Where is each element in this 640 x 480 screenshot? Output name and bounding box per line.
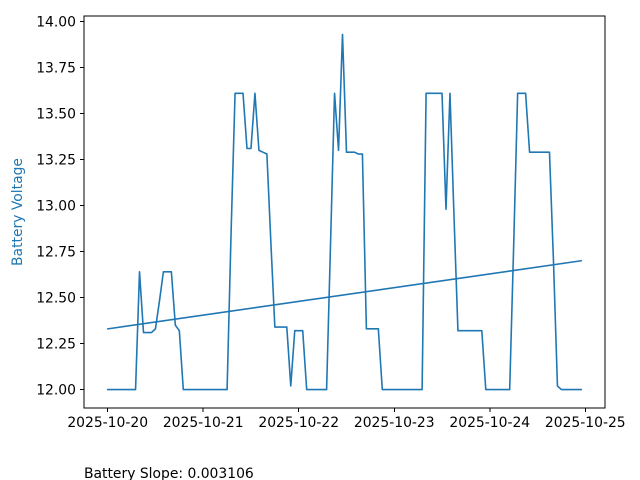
y-tick-label: 12.25 bbox=[36, 337, 76, 353]
y-tick-label: 13.25 bbox=[36, 153, 76, 169]
x-tick-label: 2025-10-25 bbox=[545, 415, 626, 431]
y-tick-label: 14.00 bbox=[36, 15, 76, 31]
y-tick-label: 12.75 bbox=[36, 245, 76, 261]
x-tick-label: 2025-10-22 bbox=[258, 415, 339, 431]
battery-slope-text: Battery Slope: 0.003106 bbox=[84, 466, 254, 480]
y-tick-label: 13.75 bbox=[36, 61, 76, 77]
x-tick-label: 2025-10-24 bbox=[449, 415, 530, 431]
y-axis-label: Battery Voltage bbox=[10, 158, 26, 266]
y-tick-label: 13.00 bbox=[36, 199, 76, 215]
x-tick-label: 2025-10-23 bbox=[354, 415, 435, 431]
plot-frame bbox=[83, 15, 606, 409]
x-tick-label: 2025-10-20 bbox=[67, 415, 148, 431]
y-tick-label: 13.50 bbox=[36, 107, 76, 123]
trend-line bbox=[106, 259, 583, 330]
x-tick-label: 2025-10-21 bbox=[163, 415, 244, 431]
y-tick-label: 12.50 bbox=[36, 291, 76, 307]
chart-annotations: Battery Slope: 0.003106 Battery Min: 12.… bbox=[84, 431, 374, 480]
battery-voltage-line bbox=[106, 33, 583, 391]
y-tick-label: 12.00 bbox=[36, 383, 76, 399]
